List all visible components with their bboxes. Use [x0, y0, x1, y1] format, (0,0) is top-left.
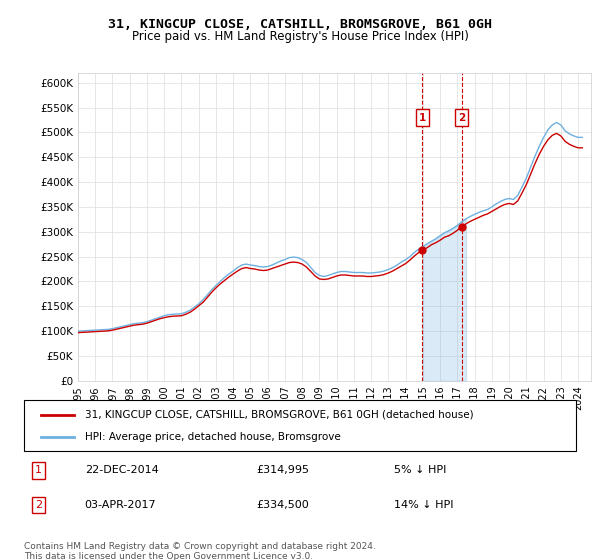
Text: Contains HM Land Registry data © Crown copyright and database right 2024.
This d: Contains HM Land Registry data © Crown c… — [24, 542, 376, 560]
Text: £334,500: £334,500 — [256, 500, 308, 510]
Text: 03-APR-2017: 03-APR-2017 — [85, 500, 157, 510]
Text: £314,995: £314,995 — [256, 465, 309, 475]
Text: 31, KINGCUP CLOSE, CATSHILL, BROMSGROVE, B61 0GH (detached house): 31, KINGCUP CLOSE, CATSHILL, BROMSGROVE,… — [85, 409, 473, 419]
Text: 1: 1 — [35, 465, 42, 475]
Text: 2: 2 — [458, 113, 465, 123]
Text: 14% ↓ HPI: 14% ↓ HPI — [394, 500, 454, 510]
Text: 22-DEC-2014: 22-DEC-2014 — [85, 465, 158, 475]
Text: 2: 2 — [35, 500, 42, 510]
Text: HPI: Average price, detached house, Bromsgrove: HPI: Average price, detached house, Brom… — [85, 432, 340, 442]
Text: 31, KINGCUP CLOSE, CATSHILL, BROMSGROVE, B61 0GH: 31, KINGCUP CLOSE, CATSHILL, BROMSGROVE,… — [108, 18, 492, 31]
Text: Price paid vs. HM Land Registry's House Price Index (HPI): Price paid vs. HM Land Registry's House … — [131, 30, 469, 43]
FancyBboxPatch shape — [24, 400, 576, 451]
Text: 1: 1 — [419, 113, 426, 123]
Text: 5% ↓ HPI: 5% ↓ HPI — [394, 465, 446, 475]
